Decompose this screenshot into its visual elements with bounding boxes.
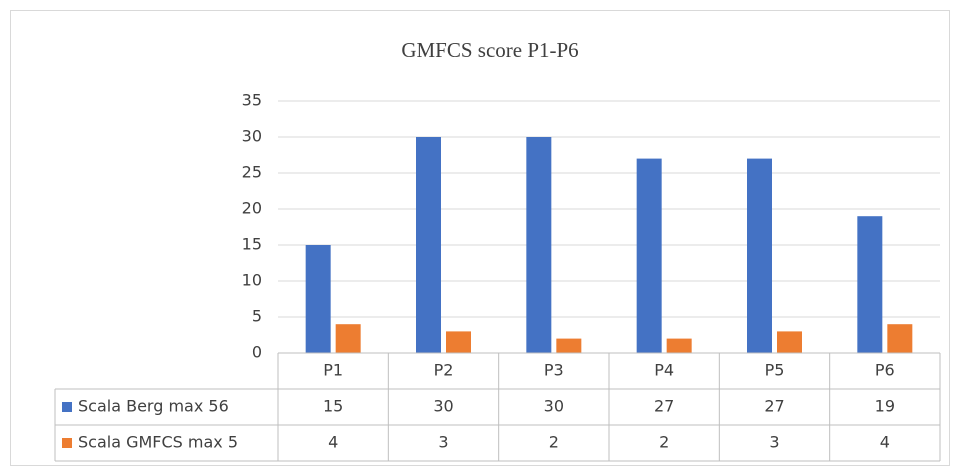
x-tick-label: P5 (765, 361, 785, 380)
legend-key (62, 438, 72, 448)
table-cell: 4 (880, 433, 890, 452)
table-cell: 2 (659, 433, 669, 452)
bar (335, 324, 361, 353)
table-cell: 19 (875, 397, 895, 416)
bar (526, 137, 552, 353)
x-tick-label: P4 (654, 361, 674, 380)
table-cell: 3 (438, 433, 448, 452)
legend-label: Scala GMFCS max 5 (78, 433, 238, 452)
x-tick-label: P3 (544, 361, 564, 380)
legend-key (62, 402, 72, 412)
table-cell: 4 (328, 433, 338, 452)
y-tick-label: 20 (242, 199, 262, 218)
y-tick-label: 15 (242, 235, 262, 254)
bar (636, 158, 662, 353)
bar (446, 331, 471, 353)
chart-title: GMFCS score P1-P6 (401, 38, 578, 62)
table-cell: 2 (549, 433, 559, 452)
y-tick-label: 5 (252, 307, 262, 326)
x-tick-label: P1 (323, 361, 343, 380)
bar (556, 338, 582, 353)
x-tick-label: P6 (875, 361, 895, 380)
bar (666, 338, 692, 353)
bar (305, 245, 331, 353)
bar (857, 216, 883, 353)
table-cell: 15 (323, 397, 343, 416)
table-cell: 30 (544, 397, 564, 416)
y-tick-label: 0 (252, 343, 262, 362)
bar (747, 158, 772, 353)
y-tick-label: 10 (242, 271, 262, 290)
y-tick-label: 35 (242, 91, 262, 110)
x-tick-label: P2 (434, 361, 454, 380)
legend-label: Scala Berg max 56 (78, 397, 229, 416)
y-tick-label: 25 (242, 163, 262, 182)
table-cell: 3 (769, 433, 779, 452)
table-cell: 27 (764, 397, 784, 416)
bar (416, 137, 441, 353)
table-cell: 30 (433, 397, 453, 416)
y-tick-label: 30 (242, 127, 262, 146)
chart-border (10, 10, 950, 466)
bar (887, 324, 913, 353)
bar (777, 331, 802, 353)
table-cell: 27 (654, 397, 674, 416)
